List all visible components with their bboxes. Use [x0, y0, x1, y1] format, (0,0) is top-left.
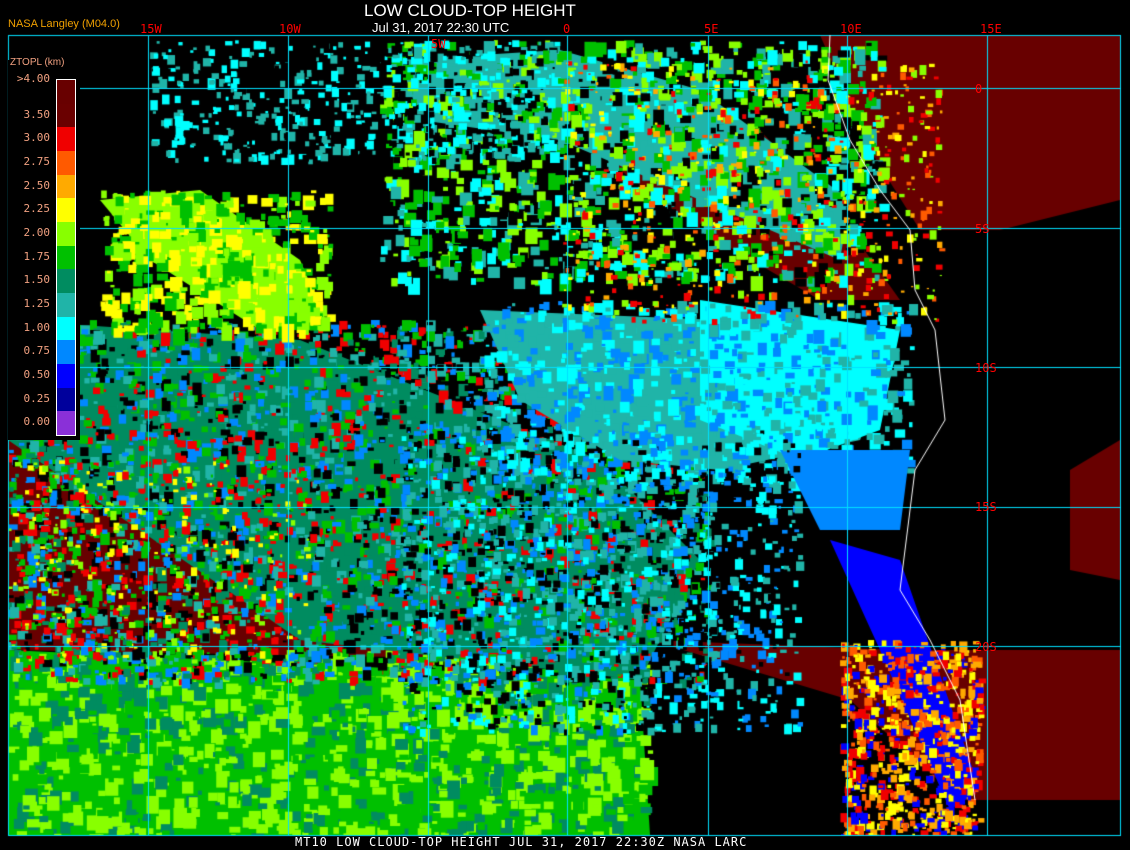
lon-label: 0 — [563, 22, 571, 36]
legend-level-label: >4.00 — [16, 72, 50, 85]
lat-label: 20S — [975, 640, 997, 654]
legend-swatch — [57, 387, 75, 412]
legend-level-label: 1.25 — [23, 296, 51, 310]
legend-swatch — [57, 363, 75, 388]
legend-swatch — [57, 269, 75, 293]
lon-label: 5W — [431, 37, 446, 51]
lon-label: 15E — [980, 22, 1002, 36]
legend-swatch — [57, 292, 75, 317]
lat-label: 0 — [975, 82, 983, 96]
legend-level-label: 3.50 — [23, 107, 51, 121]
map-subtitle: Jul 31, 2017 22:30 UTC — [372, 20, 510, 35]
legend-swatch — [57, 411, 75, 435]
legend-level-label: 3.00 — [23, 131, 51, 145]
map-title: LOW CLOUD-TOP HEIGHT — [364, 1, 576, 20]
legend-swatch — [57, 245, 75, 270]
color-legend: ZTOPL (km) >4.00 3.50 3.00 2.75 2.50 2.25 2.00… — [8, 57, 80, 440]
legend-level-label: 1.50 — [23, 273, 51, 287]
agency-label: NASA Langley (M04.0) — [8, 18, 120, 30]
footer-caption: MT10 LOW CLOUD-TOP HEIGHT JUL 31, 2017 2… — [295, 835, 748, 849]
lon-label: 10W — [279, 22, 301, 36]
color-bar — [56, 79, 76, 436]
legend-swatch — [57, 221, 75, 246]
legend-title: ZTOPL (km) — [10, 57, 65, 68]
legend-swatch — [57, 316, 75, 341]
legend-level-label: 0.75 — [23, 344, 51, 358]
legend-level-label: 2.75 — [23, 154, 51, 168]
legend-level-label: 2.25 — [23, 202, 51, 216]
lat-label: 15S — [975, 500, 997, 514]
legend-swatch — [57, 198, 75, 222]
lat-label: 5S — [975, 222, 990, 236]
legend-level-label: 0.25 — [23, 391, 51, 405]
legend-level-label: 2.00 — [23, 225, 51, 239]
lon-label: 10E — [840, 22, 862, 36]
legend-swatch — [57, 174, 75, 199]
legend-swatch — [57, 103, 75, 128]
lon-label: 15W — [140, 22, 162, 36]
legend-level-label: 2.50 — [23, 178, 51, 192]
legend-level-label: 1.75 — [23, 249, 51, 263]
legend-swatch — [57, 80, 75, 104]
legend-swatch — [57, 150, 75, 175]
legend-level-label: 0.00 — [23, 415, 51, 429]
legend-swatch — [57, 340, 75, 364]
legend-swatch — [57, 127, 75, 151]
legend-level-label: 1.00 — [23, 320, 51, 334]
lon-label: 5E — [704, 22, 719, 36]
legend-level-label: 0.50 — [23, 367, 51, 381]
lat-label: 10S — [975, 361, 997, 375]
